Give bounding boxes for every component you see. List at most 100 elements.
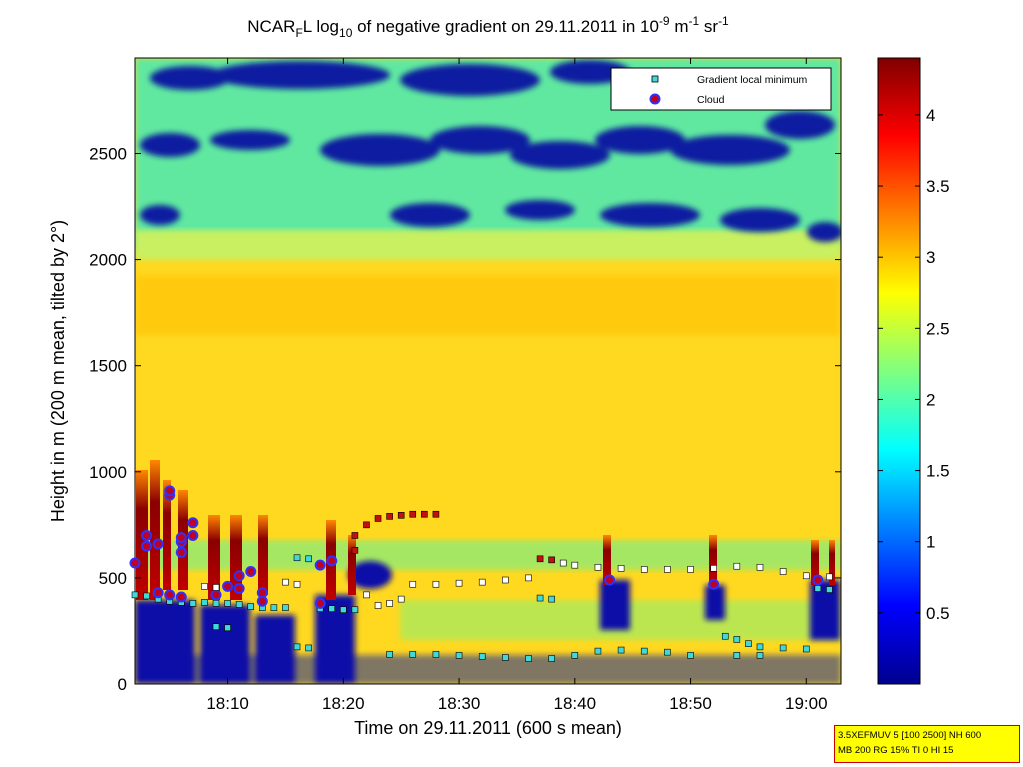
cloud-marker [187,517,199,529]
minimum-marker [131,591,139,599]
minimum-marker [617,646,625,654]
x-tick-label: 18:10 [206,694,249,713]
minimum-marker [664,648,671,656]
cloud-marker [175,546,187,558]
minimum-marker [201,599,208,606]
cloud-marker [141,529,153,541]
minimum-marker [293,643,301,651]
cloud-marker [233,583,245,595]
minimum-marker [409,650,417,658]
cloud-marker [210,589,222,601]
gradient-marker [397,595,405,603]
y-tick-label: 2000 [89,251,127,270]
gradient-marker [826,573,833,581]
y-tick-label: 500 [99,569,127,588]
minimum-marker [721,632,729,640]
y-tick-label: 2500 [89,144,127,163]
minimum-marker [733,652,741,659]
minimum-marker [143,592,150,600]
minimum-marker [745,640,752,647]
y-tick-label: 0 [118,675,127,694]
cloud-marker [175,532,187,544]
gradient-marker [779,568,787,575]
colorbar-tick-label: 3.5 [926,177,950,196]
title-log-sub: 10 [339,26,353,40]
gradient-marker [559,559,567,567]
cloud-marker [604,574,616,586]
minimum-marker [802,645,810,653]
minimum-marker [247,603,255,610]
title-prefix: NCAR [247,17,295,36]
title-prefix-sub: F [295,26,302,40]
cloud-marker [314,559,326,571]
minimum-marker [386,650,393,658]
title-mid: L log [303,17,339,36]
gradient-marker [802,572,810,580]
minimum-marker [224,600,231,607]
legend-box [610,67,832,111]
upper-blue-patches [140,60,841,242]
gradient-marker [421,510,428,518]
gradient-marker [687,566,694,573]
colorbar-tick-label: 0.5 [926,604,950,623]
minimum-marker [224,624,231,632]
gradient-marker [525,574,532,582]
heatmap-mid-orange [135,275,841,335]
minimum-marker [779,644,787,652]
minimum-marker [548,595,555,603]
minimum-marker [826,586,833,593]
gradient-marker [710,565,717,572]
gradient-marker [363,591,370,599]
gradient-marker [351,547,359,554]
gradient-marker [212,584,220,591]
minimum-marker [733,636,741,643]
legend-minimum-label: Gradient local minimum [697,74,808,86]
colorbar-tick-label: 1 [926,533,935,552]
colorbar-tick-label: 3 [926,248,935,267]
x-tick-label: 18:20 [322,694,365,713]
gradient-marker [594,563,602,571]
minimum-marker [270,604,278,611]
minimum-marker [548,655,555,662]
cloud-marker [812,574,824,586]
marker-layer [129,485,833,662]
colorbar-ticks: 0.5 1 1.5 2 2.5 3 3.5 4 [878,106,950,623]
colorbar-tick-label: 1.5 [926,462,950,481]
gradient-marker [455,579,463,587]
gradient-marker [363,521,370,529]
minimum-marker [351,606,359,614]
minimum-marker [340,606,347,614]
legend-minimum-marker [651,75,659,83]
minimum-marker [212,600,220,607]
gradient-marker [409,510,417,518]
cloud-marker [152,538,164,550]
gradient-marker [432,510,440,518]
colorbar-tick-label: 2 [926,390,935,409]
cloud-marker [164,485,176,497]
gradient-marker [617,565,625,572]
x-axis-label: Time on 29.11.2011 (600 s mean) [354,718,622,738]
minimum-marker [478,653,486,660]
title-exp2: -1 [689,14,700,28]
x-tick-label: 18:50 [669,694,712,713]
minimum-marker [571,652,579,659]
cloud-marker [233,570,245,582]
minimum-marker [189,600,197,607]
minimum-marker [687,652,694,659]
minimum-marker [756,643,764,651]
gradient-marker [409,580,417,588]
x-tick-label: 18:40 [554,694,597,713]
gradient-marker [536,555,544,563]
y-axis-label: Height in m (200 m mean, tilted by 2°) [48,220,68,522]
cloud-marker [256,595,268,607]
y-tick-label: 1500 [89,357,127,376]
minimum-marker [594,647,602,655]
chart-title: NCARFL log10 of negative gradient on 29.… [247,14,729,40]
cloud-marker [175,591,187,603]
minimum-marker [305,644,312,652]
plot-frame [134,57,842,685]
gradient-marker [386,600,393,607]
x-tick-label: 19:00 [785,694,828,713]
cloud-marker [314,597,326,609]
